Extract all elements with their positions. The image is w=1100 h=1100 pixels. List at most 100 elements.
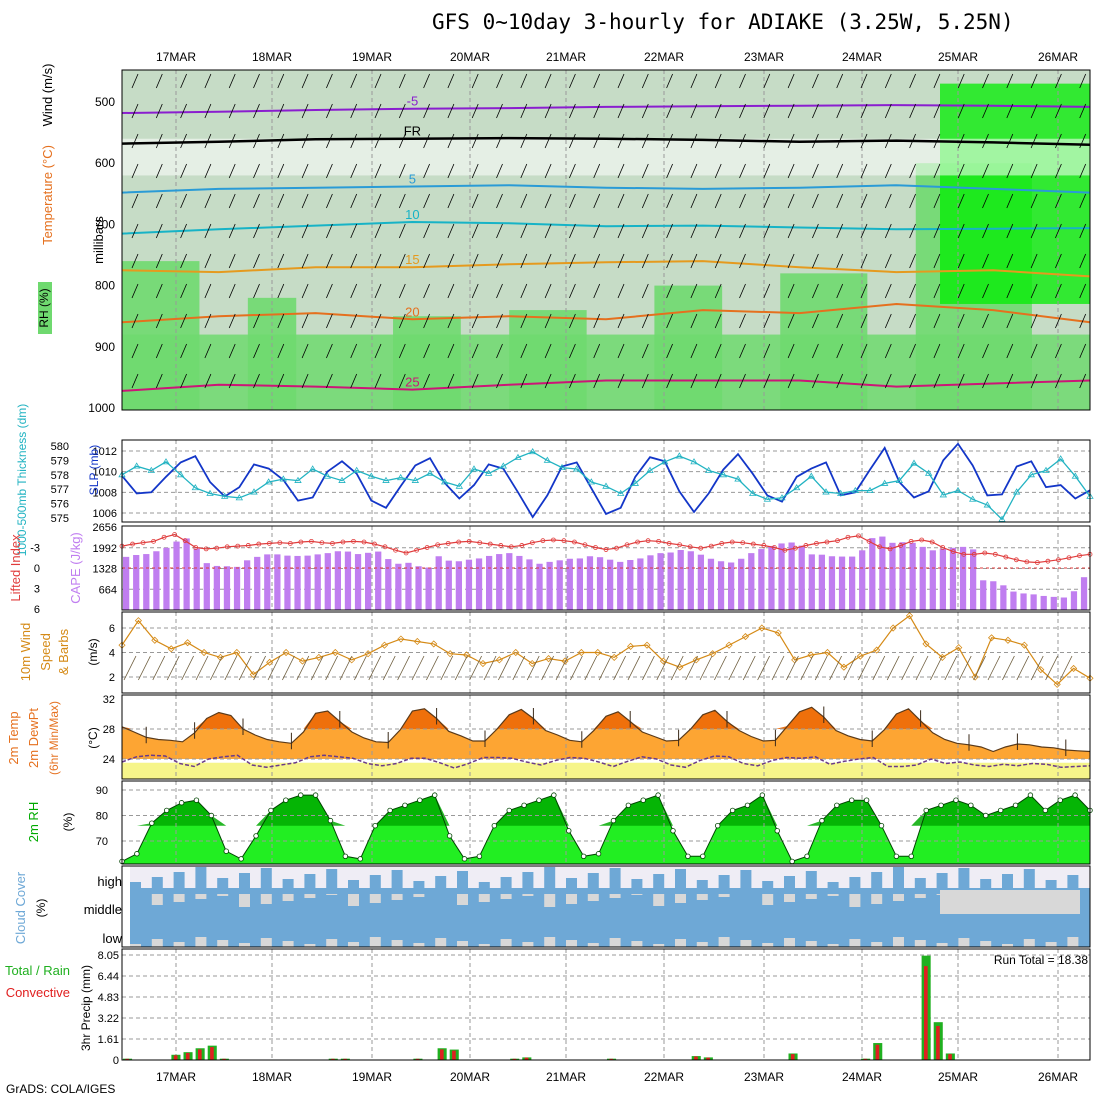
cape-bar — [334, 551, 342, 610]
cape-bar — [203, 563, 210, 610]
x-tick-label-bottom: 22MAR — [644, 1070, 684, 1084]
wind-barb — [1006, 373, 1014, 389]
thickness-marker — [704, 466, 713, 473]
wind-barb — [909, 373, 916, 389]
wind-barb — [836, 103, 844, 119]
wind-barb — [593, 373, 601, 389]
thickness-marker — [220, 492, 229, 499]
cape-bar — [697, 554, 705, 610]
wind-barb — [739, 223, 746, 239]
rh-marker — [834, 802, 840, 808]
cape-bar — [667, 552, 674, 610]
wind-axis-label-2: Speed — [38, 633, 53, 671]
wind-barb — [982, 73, 989, 89]
wind-barb — [350, 193, 358, 209]
li-marker — [635, 539, 640, 545]
middle-cloud-gap — [587, 894, 599, 901]
wind-barb — [982, 343, 989, 359]
x-tick-label-top: 23MAR — [744, 50, 784, 64]
wind-barb — [763, 163, 771, 179]
wind-barb — [884, 313, 892, 329]
dewpoint-line — [121, 754, 1091, 769]
wind-barb — [909, 343, 916, 359]
wind-barb — [884, 193, 892, 209]
wind-barb — [714, 163, 722, 179]
wind-barb — [447, 193, 455, 209]
middle-cloud-gap — [457, 894, 468, 905]
rh-marker — [595, 851, 602, 857]
middle-cloud-gap — [151, 894, 163, 905]
cape-bar — [738, 558, 745, 610]
low-cloud-gap — [326, 939, 338, 947]
y-tick-label: 6 — [34, 604, 40, 616]
wind-barb — [836, 73, 844, 89]
surface-wind-barb — [267, 655, 281, 681]
li-marker — [971, 551, 977, 557]
cape-bar — [465, 559, 473, 610]
thickness-axis-label: 1000-500mb Thickness (dm) — [15, 404, 29, 557]
low-cloud-gap — [457, 941, 468, 947]
wind-barb — [617, 73, 625, 89]
wind-barb — [690, 103, 698, 119]
wind-barb — [909, 103, 916, 119]
wind-speed-marker — [905, 612, 914, 620]
convective-bar — [875, 1044, 880, 1060]
wind-barb — [739, 373, 746, 389]
y-tick-label: 1012 — [93, 446, 117, 458]
thickness-marker — [264, 478, 273, 485]
surface-wind-barb — [498, 655, 511, 681]
wind-barb — [690, 343, 698, 359]
wind-barb — [860, 163, 868, 179]
high-cloud-bar — [348, 880, 359, 888]
low-cloud-gap — [936, 943, 948, 947]
wind-barb — [641, 343, 649, 359]
wind-axis-units: (m/s) — [86, 638, 100, 665]
wind-barb — [520, 373, 528, 389]
wind-speed-marker — [1004, 636, 1012, 644]
convective-bar — [173, 1055, 178, 1060]
rh-marker — [968, 802, 974, 808]
wind-barb — [982, 163, 989, 179]
li-marker — [498, 543, 504, 548]
thickness-marker — [748, 489, 757, 496]
wind-barb — [641, 313, 649, 329]
wind-barb — [1079, 343, 1087, 359]
surface-wind-barb — [958, 655, 972, 681]
wind-barb — [398, 73, 406, 89]
wind-barb — [155, 373, 163, 389]
thickness-marker — [1027, 471, 1036, 478]
high-cloud-bar — [893, 867, 904, 888]
wind-barb — [326, 313, 333, 329]
convective-bar — [210, 1047, 214, 1060]
temp-hot-fill — [122, 707, 1090, 729]
wind-barb — [641, 373, 649, 389]
isotherm-label: 20 — [405, 304, 419, 319]
wind-barb — [1030, 223, 1038, 239]
li-marker — [750, 541, 756, 547]
rh-marker — [223, 848, 229, 854]
wind-barb — [301, 133, 309, 149]
wind-speed-marker — [266, 658, 274, 666]
wind-barb — [204, 73, 212, 89]
wind-barb — [471, 283, 479, 299]
li-marker — [792, 545, 798, 551]
thickness-marker — [367, 472, 376, 479]
wind-speed-marker — [233, 648, 241, 657]
panel-frame — [121, 611, 1091, 694]
li-marker — [487, 541, 493, 547]
y-tick-label: 700 — [95, 217, 115, 231]
thickness-marker — [792, 483, 801, 491]
wind-speed-line — [121, 614, 1091, 686]
wind-barb — [423, 163, 430, 179]
dew-fill — [122, 762, 1090, 779]
y-tick-label: 2656 — [93, 522, 117, 534]
li-marker — [319, 540, 325, 546]
li-marker — [1013, 557, 1019, 563]
x-tick-label-bottom: 26MAR — [1038, 1070, 1078, 1084]
wind-barb — [301, 103, 309, 119]
wind-barb — [301, 373, 309, 389]
wind-barb — [496, 133, 503, 149]
wind-barb — [739, 253, 746, 269]
wind-barb — [1079, 253, 1087, 269]
wind-barb — [666, 163, 673, 179]
